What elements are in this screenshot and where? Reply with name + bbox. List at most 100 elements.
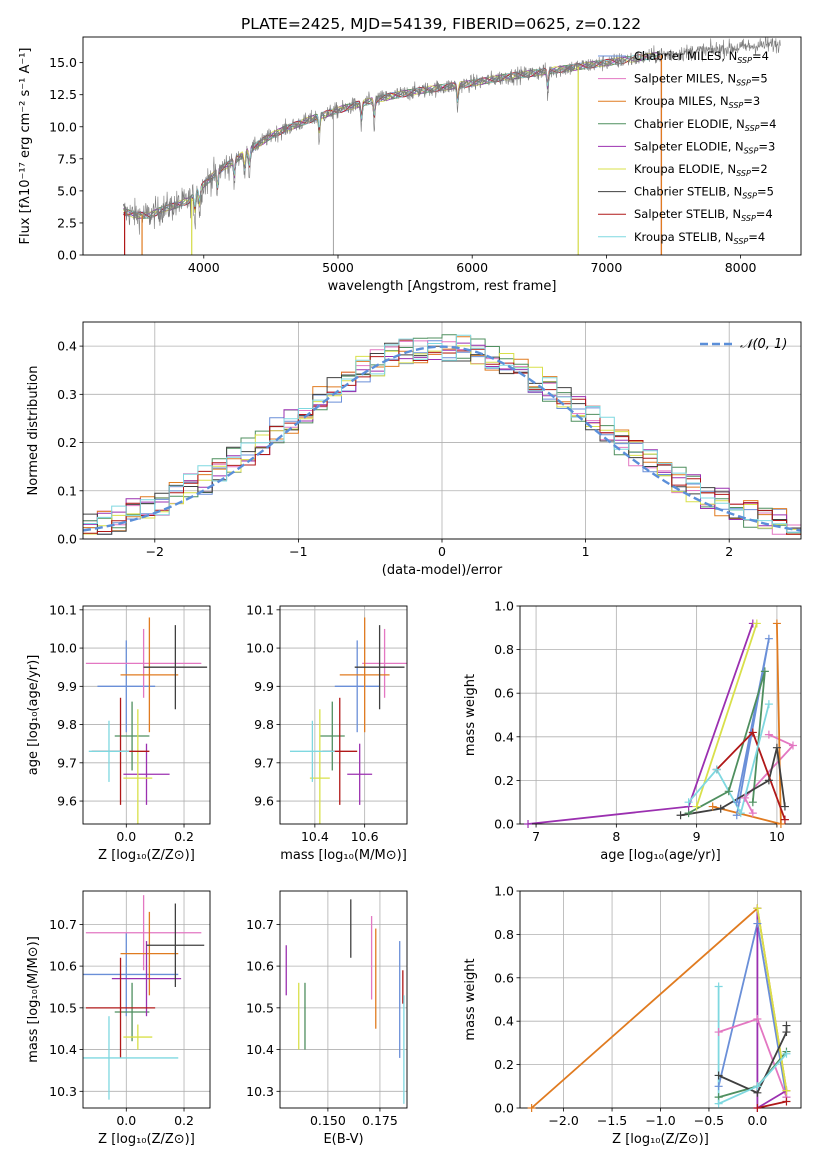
- mass-weight-point-miles_chabrier: [732, 811, 741, 820]
- mass-weight-point-stelib_kroupa: [736, 809, 745, 818]
- mass-weight-point-elodie_chabrier: [748, 798, 757, 807]
- y-tick-label: 0.0: [494, 817, 514, 832]
- x-tick-label: 7: [532, 829, 540, 844]
- subplots: 4000 5000 6000 7000 80000.02.55.07.510.012.5…: [18, 36, 802, 1147]
- mass-weight-point-stelib_kroupa: [753, 1082, 762, 1091]
- x-tick-label: 4000: [188, 260, 220, 275]
- x-axis-label: (data-model)/error: [382, 563, 503, 578]
- x-tick-label: 8000: [725, 260, 757, 275]
- y-tick-label: 9.9: [254, 679, 274, 694]
- y-axis-label: Normed distribution: [26, 366, 41, 496]
- x-tick-label: −1: [289, 544, 307, 559]
- mass-weight-point-stelib_salpeter: [782, 1097, 791, 1106]
- mass-weight-point-stelib_chabrier: [782, 1021, 791, 1030]
- y-tick-label: 0.1: [57, 483, 77, 498]
- mass-weight-point-stelib_kroupa: [782, 1049, 791, 1058]
- x-tick-label: 8: [612, 829, 620, 844]
- ticks: 0.0 0.2 10.3 10.4 10.5 10.6 10.7: [49, 917, 194, 1128]
- y-tick-label: 1.0: [494, 884, 514, 899]
- mass-weight-point-miles_kroupa: [527, 1104, 536, 1112]
- axes-massweight_vs_Z: −2.0 −1.5 −1.0 −0.5 0.0 0.0 0.2 0.4 0.6 0.8 1.0 Z […: [463, 884, 802, 1147]
- y-tick-label: 9.8: [57, 717, 77, 732]
- y-tick-label: 7.5: [57, 151, 77, 166]
- mass-weight-point-miles_kroupa: [776, 820, 785, 828]
- y-tick-label: 9.6: [254, 794, 274, 809]
- y-tick-label: 10.6: [246, 959, 274, 974]
- mass-weight-line-elodie_salpeter: [756, 908, 787, 1108]
- y-tick-label: 0.4: [494, 1014, 514, 1029]
- axes-residuals: −2 −1 0 1 2 0.0 0.1 0.2 0.3 0.4 (data-model)/error…: [26, 321, 802, 578]
- y-tick-label: 9.9: [57, 679, 77, 694]
- y-axis-label: mass weight: [463, 674, 478, 756]
- mass-weight-point-miles_salpeter: [748, 809, 757, 818]
- gaussian-curve: [83, 345, 801, 532]
- mass-weight-point-stelib_kroupa: [764, 700, 773, 709]
- mass-weight-point-elodie_chabrier: [724, 787, 733, 796]
- mass-weight-point-elodie_chabrier: [760, 667, 769, 676]
- axes-mass_vs_Z: 0.0 0.2 10.3 10.4 10.5 10.6 10.7 Z [log₁₀(Z/Z⊙)…: [26, 890, 211, 1147]
- legend-label: Chabrier MILES, NSSP=4: [634, 49, 769, 65]
- x-tick-label: −2: [146, 544, 164, 559]
- x-tick-label: 0.2: [174, 1113, 194, 1128]
- mass-weight-point-elodie_kroupa: [692, 802, 701, 811]
- legend-label: Salpeter STELIB, NSSP=4: [634, 207, 773, 223]
- axes-age_vs_Z: 0.0 0.2 9.6 9.7 9.8 9.9 10.0 10.1 Z [log₁₀(Z/Z⊙)…: [26, 602, 211, 863]
- mass-weight-line-stelib_salpeter: [757, 1100, 787, 1108]
- grid-lines: [280, 891, 407, 1108]
- x-axis-label: Z [log₁₀(Z/Z⊙)]: [612, 1132, 709, 1147]
- mass-weight-point-stelib_chabrier: [676, 811, 685, 820]
- x-axis-label: Z [log₁₀(Z/Z⊙)]: [98, 1132, 195, 1147]
- x-tick-label: 7000: [590, 260, 622, 275]
- mass-weight-point-elodie_kroupa: [753, 904, 762, 913]
- ticks: 0.0 0.2 9.6 9.7 9.8 9.9 10.0 10.1: [49, 602, 194, 844]
- x-tick-label: −1.0: [645, 1113, 675, 1128]
- x-tick-label: 0.150: [310, 1113, 346, 1128]
- mass-weight-line-stelib_kroupa: [717, 986, 788, 1106]
- mass-weight-point-elodie_kroupa: [752, 619, 761, 628]
- mass-weight-line-miles_salpeter: [743, 733, 795, 814]
- y-tick-label: 0.8: [494, 642, 514, 657]
- mass-weight-point-stelib_chabrier: [780, 802, 789, 811]
- axes-frame: [279, 605, 408, 825]
- mass-weight-point-miles_salpeter: [764, 730, 773, 739]
- y-axis-label: mass weight: [463, 958, 478, 1040]
- mass-weight-point-miles_kroupa: [708, 802, 717, 811]
- mass-weight-point-stelib_kroupa: [714, 982, 723, 991]
- y-axis-label: age [log₁₀(age/yr)]: [26, 655, 41, 776]
- y-tick-label: 10.5: [49, 1000, 77, 1015]
- mass-weight-point-miles_chabrier: [714, 1082, 723, 1091]
- axes-age_vs_mass: 10.4 10.6 9.6 9.7 9.8 9.9 10.0 10.1 mass [log₁₀(…: [246, 602, 408, 863]
- plot-area: [83, 334, 801, 535]
- axes-massweight_vs_age: 7 8 9 10 0.0 0.2 0.4 0.6 0.8 1.0 age [log₁₀(age/yr…: [463, 599, 802, 863]
- axes-frame: [82, 36, 802, 256]
- x-tick-label: 5000: [322, 260, 354, 275]
- y-tick-label: 0.2: [494, 1057, 514, 1072]
- y-tick-label: 2.5: [57, 215, 77, 230]
- y-tick-label: 10.0: [246, 641, 274, 656]
- y-tick-label: 1.0: [494, 599, 514, 614]
- legend-label: Salpeter MILES, NSSP=5: [634, 72, 768, 88]
- y-tick-label: 10.5: [246, 1000, 274, 1015]
- x-axis-label: age [log₁₀(age/yr)]: [600, 848, 721, 863]
- y-tick-label: 10.3: [49, 1084, 77, 1099]
- x-axis-label: E(B-V): [323, 1132, 363, 1147]
- legend-label: Kroupa ELODIE, NSSP=2: [634, 162, 768, 178]
- legend-label: Chabrier STELIB, NSSP=5: [634, 185, 774, 201]
- x-tick-label: 0.0: [116, 1113, 136, 1128]
- mass-weight-point-elodie_kroupa: [782, 1086, 791, 1095]
- y-tick-label: 10.6: [49, 959, 77, 974]
- y-tick-label: 10.0: [49, 641, 77, 656]
- mass-weight-line-elodie_salpeter: [527, 623, 754, 824]
- x-tick-label: 6000: [456, 260, 488, 275]
- mass-weight-point-stelib_salpeter: [748, 728, 757, 737]
- axes-frame: [519, 890, 802, 1109]
- x-tick-label: 0.2: [174, 829, 194, 844]
- y-tick-label: 0.2: [494, 773, 514, 788]
- grid-lines: [280, 606, 407, 824]
- y-axis-label: mass [log₁₀(M/M⊙)]: [26, 936, 41, 1063]
- y-tick-label: 0.6: [494, 970, 514, 985]
- mass-weight-point-stelib_kroupa: [712, 765, 721, 774]
- y-tick-label: 0.0: [57, 532, 77, 547]
- mass-weight-point-stelib_salpeter: [780, 815, 789, 824]
